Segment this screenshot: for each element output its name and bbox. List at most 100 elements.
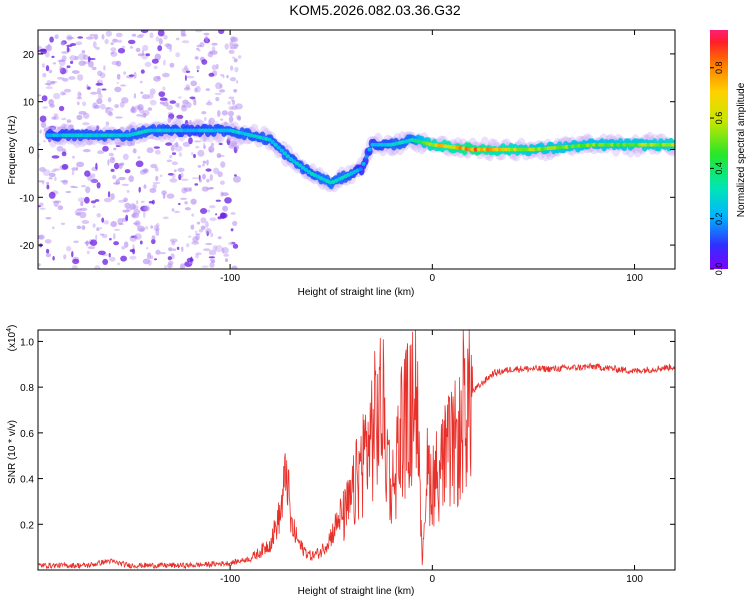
spectrogram-noise-cell — [103, 197, 112, 203]
spectrogram-ridge-peak — [194, 128, 199, 133]
spectrogram-noise-cell — [110, 193, 115, 200]
spectrogram-noise-cell — [96, 213, 101, 218]
spectrogram-noise-cell — [70, 185, 75, 188]
spectrogram-ridge-peak — [158, 128, 163, 133]
y-tick-label: -10 — [20, 193, 35, 204]
spectrogram-noise-cell — [113, 233, 116, 240]
spectrogram-ridge-peak — [273, 142, 278, 147]
spectrogram-noise-cell — [215, 199, 221, 202]
spectrogram-noise-cell — [167, 256, 172, 261]
spectrogram-noise-cell — [148, 136, 152, 139]
spectrogram-noise-cell — [140, 91, 144, 95]
spectrogram-noise-cell — [79, 211, 87, 219]
spectrogram-noise-cell — [193, 153, 196, 159]
spectrogram-noise-cell — [233, 44, 239, 47]
spectrogram-noise-cell — [69, 55, 77, 61]
spectrogram-noise-cell — [169, 62, 175, 68]
spectrogram-ridge-peak — [288, 157, 293, 162]
spectrogram-noise-cell — [210, 232, 214, 238]
spectrogram-noise-cell — [88, 60, 94, 68]
spectrogram-noise-cell — [181, 104, 187, 108]
spectrogram-noise-cell — [217, 154, 225, 157]
spectrogram-noise-cell — [166, 43, 173, 50]
spectrogram-noise-cell — [220, 161, 226, 168]
spectrogram-noise-cell — [115, 179, 121, 185]
spectrogram-noise-cell — [65, 67, 68, 74]
spectrogram-noise-cell — [78, 60, 86, 66]
spectrogram-noise-cell — [58, 105, 65, 112]
spectrogram-noise-cell — [39, 167, 46, 172]
spectrogram-ridge-peak — [513, 147, 518, 152]
spectrogram-noise-cell — [122, 209, 130, 213]
spectrogram-noise-cell — [119, 101, 125, 108]
spectrogram-noise-cell — [76, 161, 85, 168]
spectrogram-noise-cell — [114, 141, 119, 145]
spectrogram-noise-cell — [116, 73, 121, 80]
spectrogram-noise-cell — [57, 205, 64, 211]
spectrogram-noise-cell — [143, 211, 146, 218]
snr-scale-base: (x10 — [7, 331, 18, 351]
spectrogram-noise-cell — [228, 49, 235, 55]
spectrogram-noise-cell — [229, 140, 238, 147]
spectrogram-noise-cell — [194, 87, 198, 93]
spectrogram-noise-cell — [113, 147, 117, 151]
spectrogram-ridge-peak — [279, 148, 284, 153]
spectrogram-noise-cell — [189, 119, 192, 127]
spectrogram-noise-cell — [87, 86, 91, 90]
spectrogram-noise-cell — [81, 220, 90, 224]
spectrogram-noise-cell — [60, 41, 65, 46]
spectrogram-noise-cell — [132, 213, 136, 218]
spectrogram-noise-cell — [197, 149, 205, 157]
spectrogram-noise-cell — [233, 175, 241, 183]
spectrogram-noise-cell — [125, 214, 129, 221]
spectrogram-noise-cell — [190, 80, 198, 87]
spectrogram-noise-cell — [220, 74, 224, 77]
spectrogram-noise-cell — [191, 241, 200, 245]
spectrogram-noise-cell — [124, 202, 131, 209]
spectrogram-noise-cell — [144, 205, 150, 212]
spectrogram-noise-cell — [70, 60, 74, 64]
spectrogram-noise-cell — [184, 201, 188, 205]
spectrogram-noise-cell — [103, 65, 106, 71]
spectrogram-noise-cell — [66, 246, 72, 252]
spectrogram-noise-cell — [142, 168, 148, 174]
spectrogram-ridge-peak — [85, 133, 90, 138]
snr-panel: -100 0 100 0.2 0.4 0.6 0.8 1.0 Height of straig… — [6, 325, 676, 597]
spectrogram-noise-cell — [203, 142, 206, 150]
spectrogram-ridge-peak — [594, 142, 600, 147]
spectrogram-noise-cell — [60, 222, 66, 225]
spectrogram-noise-cell — [203, 145, 207, 149]
colorbar-label: Normalized spectral amplitude — [736, 82, 747, 217]
spectrogram-noise-cell — [175, 141, 179, 147]
spectrogram-noise-cell — [149, 32, 154, 39]
spectrogram-noise-cell — [121, 97, 129, 104]
spectrogram-noise-cell — [89, 33, 96, 37]
spectrogram-noise-cell — [194, 183, 199, 186]
spectrogram-noise-cell — [126, 189, 130, 193]
spectrogram-noise-cell — [107, 159, 110, 166]
x-tick-label: 0 — [430, 273, 436, 284]
spectrogram-ridge-peak — [631, 142, 636, 147]
colorbar-tick-label: 0.4 — [714, 162, 724, 175]
spectrogram-noise-cell — [139, 80, 143, 84]
spectrogram-noise-cell — [137, 104, 144, 111]
y-tick-label: 0.8 — [20, 383, 34, 394]
spectrogram-noise-cell — [94, 265, 101, 269]
spectrogram-ridge-peak — [67, 133, 72, 138]
spectrogram-noise-cell — [142, 112, 147, 118]
spectrogram-noise-cell — [155, 249, 161, 255]
spectrogram-noise-cell — [180, 178, 189, 181]
spectrogram-noise-cell — [40, 48, 47, 55]
spectrogram-noise-cell — [48, 172, 56, 178]
snr-scale-exponent: 4 — [6, 328, 13, 332]
spectrogram-noise-cell — [81, 50, 86, 54]
spectrogram-noise-cell — [215, 96, 220, 102]
spectrogram-noise-cell — [178, 96, 182, 99]
spectrogram-noise-cell — [222, 205, 229, 212]
spectrogram-noise-cell — [154, 53, 161, 61]
spectrogram-noise-cell — [175, 37, 180, 41]
spectrogram-noise-cell — [134, 236, 138, 240]
spectrogram-noise-cell — [136, 114, 143, 117]
spectrogram-ridge-peak — [364, 154, 369, 159]
